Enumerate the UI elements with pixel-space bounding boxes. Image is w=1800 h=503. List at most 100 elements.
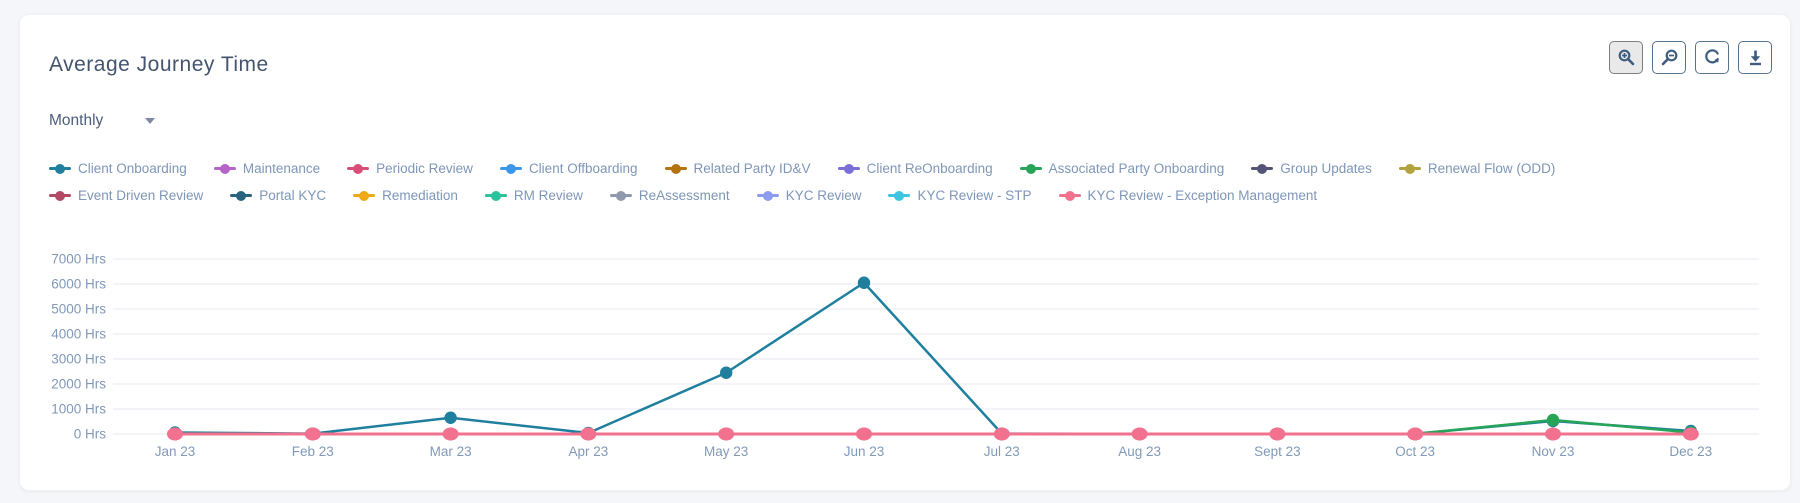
legend-marker-icon — [230, 190, 253, 201]
y-axis-tick-label: 0 Hrs — [74, 427, 107, 442]
data-point — [1682, 427, 1699, 441]
y-axis-tick-label: 2000 Hrs — [51, 377, 106, 392]
legend-marker-icon — [664, 163, 687, 174]
legend-marker-icon — [499, 163, 522, 174]
legend-label: Maintenance — [242, 161, 321, 176]
data-point — [580, 427, 597, 441]
legend-item[interactable]: Group Updates — [1251, 161, 1372, 176]
x-axis-tick-label: May 23 — [704, 444, 748, 459]
legend-item[interactable]: KYC Review - Exception Management — [1058, 188, 1317, 203]
legend-marker-icon — [756, 190, 779, 201]
page-title: Average Journey Time — [49, 53, 269, 76]
legend-label: Periodic Review — [376, 161, 473, 176]
x-axis-tick-label: Oct 23 — [1395, 444, 1435, 459]
legend-label: KYC Review — [785, 188, 862, 203]
legend-label: Client ReOnboarding — [866, 161, 993, 176]
journey-chart[interactable]: 0 Hrs 1000 Hrs 2000 Hrs 3000 Hrs 4000 Hrs 500… — [20, 243, 1792, 488]
legend-item[interactable]: RM Review — [484, 188, 583, 203]
legend-label: Event Driven Review — [78, 188, 204, 203]
x-axis-tick-label: Nov 23 — [1532, 444, 1575, 459]
chevron-down-icon — [145, 118, 156, 124]
legend-label: Client Onboarding — [78, 161, 187, 176]
chart-legend: Client Onboarding Maintenance Periodic Rev… — [49, 161, 1584, 203]
reset-zoom-button[interactable] — [1695, 41, 1729, 74]
legend-item[interactable]: Client Offboarding — [499, 161, 638, 176]
legend-label: Renewal Flow (ODD) — [1427, 161, 1556, 176]
y-axis-tick-label: 5000 Hrs — [51, 302, 106, 317]
legend-item[interactable]: Client ReOnboarding — [837, 161, 993, 176]
zoom-in-button[interactable] — [1609, 41, 1643, 74]
y-axis-tick-label: 1000 Hrs — [51, 402, 106, 417]
x-axis-tick-label: Sept 23 — [1254, 444, 1301, 459]
data-point — [1546, 413, 1560, 427]
legend-label: RM Review — [513, 188, 583, 203]
data-point — [1131, 427, 1148, 441]
legend-marker-icon — [609, 190, 632, 201]
x-axis-tick-label: Jul 23 — [984, 444, 1020, 459]
legend-item[interactable]: Maintenance — [213, 161, 321, 176]
y-axis-tick-label: 3000 Hrs — [51, 352, 106, 367]
legend-marker-icon — [1251, 163, 1274, 174]
data-point — [1269, 427, 1286, 441]
data-point — [718, 427, 735, 441]
x-axis-tick-label: Aug 23 — [1118, 444, 1161, 459]
data-point — [1407, 427, 1424, 441]
chart-card: Average Journey Time — [19, 14, 1791, 491]
interval-select-value: Monthly — [49, 112, 104, 129]
legend-marker-icon — [353, 190, 376, 201]
x-axis-tick-label: Feb 23 — [292, 444, 334, 459]
legend-marker-icon — [484, 190, 507, 201]
legend-item[interactable]: KYC Review — [756, 188, 862, 203]
chart-toolbar — [1609, 41, 1772, 74]
y-axis-tick-label: 4000 Hrs — [51, 327, 106, 342]
legend-marker-icon — [837, 163, 860, 174]
legend-marker-icon — [1019, 163, 1042, 174]
legend-marker-icon — [888, 190, 911, 201]
data-point — [993, 427, 1010, 441]
legend-label: KYC Review - STP — [917, 188, 1032, 203]
zoom-out-icon — [1660, 48, 1679, 67]
legend-marker-icon — [1058, 190, 1081, 201]
legend-marker-icon — [1398, 163, 1421, 174]
legend-item[interactable]: Portal KYC — [230, 188, 326, 203]
data-point — [856, 427, 872, 441]
legend-item[interactable]: Associated Party Onboarding — [1019, 161, 1225, 176]
legend-label: Remediation — [382, 188, 458, 203]
x-axis-tick-label: Mar 23 — [430, 444, 472, 459]
legend-marker-icon — [347, 163, 370, 174]
zoom-in-icon — [1617, 48, 1636, 67]
y-axis-tick-label: 6000 Hrs — [51, 277, 106, 292]
data-point — [442, 427, 459, 441]
legend-item[interactable]: Remediation — [353, 188, 458, 203]
x-axis-tick-label: Jun 23 — [844, 444, 885, 459]
data-point — [720, 366, 733, 379]
legend-marker-icon — [49, 163, 71, 174]
data-point — [304, 427, 321, 441]
legend-item[interactable]: Event Driven Review — [49, 188, 203, 203]
legend-item[interactable]: Client Onboarding — [49, 161, 187, 176]
download-button[interactable] — [1738, 41, 1772, 74]
zoom-out-button[interactable] — [1652, 41, 1686, 74]
x-axis-tick-label: Dec 23 — [1669, 444, 1712, 459]
legend-item[interactable]: Related Party ID&V — [664, 161, 811, 176]
legend-item[interactable]: KYC Review - STP — [888, 188, 1032, 203]
legend-label: Associated Party Onboarding — [1048, 161, 1225, 176]
legend-label: Client Offboarding — [528, 161, 638, 176]
legend-item[interactable]: Renewal Flow (ODD) — [1398, 161, 1556, 176]
legend-item[interactable]: Periodic Review — [347, 161, 473, 176]
legend-label: Related Party ID&V — [693, 161, 811, 176]
legend-item[interactable]: ReAssessment — [609, 188, 730, 203]
legend-marker-icon — [49, 190, 71, 201]
reset-zoom-icon — [1703, 48, 1722, 67]
legend-label: Group Updates — [1280, 161, 1372, 176]
data-point — [1545, 427, 1561, 441]
x-axis-tick-label: Jan 23 — [155, 444, 196, 459]
interval-select[interactable]: Monthly — [49, 112, 156, 130]
data-point — [444, 411, 457, 424]
download-icon — [1746, 48, 1765, 67]
data-point — [167, 427, 183, 441]
series-line — [174, 281, 1691, 436]
x-axis-tick-label: Apr 23 — [569, 444, 609, 459]
y-axis-tick-label: 7000 Hrs — [51, 252, 106, 267]
data-point — [857, 276, 871, 289]
